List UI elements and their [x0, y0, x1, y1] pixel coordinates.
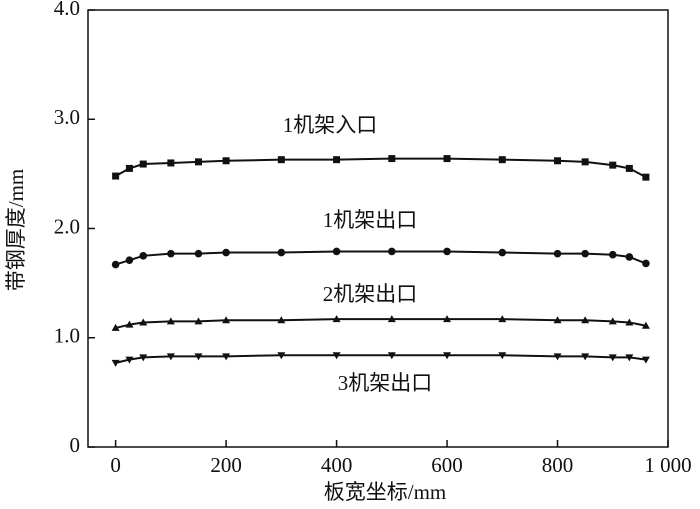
marker: [498, 352, 507, 360]
x-tick-label: 1 000: [644, 453, 691, 477]
marker: [222, 157, 230, 165]
marker: [112, 172, 120, 180]
marker: [194, 249, 203, 258]
marker: [609, 161, 617, 169]
y-tick-label: 1.0: [54, 324, 80, 348]
series-label: 3机架出口: [338, 371, 433, 395]
marker: [642, 173, 650, 181]
marker: [332, 315, 341, 323]
marker: [125, 320, 134, 328]
marker: [332, 352, 341, 360]
series-line: [115, 157, 647, 179]
series-line: [115, 250, 647, 266]
marker: [277, 248, 286, 257]
marker: [553, 249, 562, 258]
marker: [332, 247, 341, 256]
marker: [111, 323, 120, 331]
marker: [139, 318, 148, 326]
marker: [222, 316, 231, 324]
y-tick-label: 3.0: [54, 105, 80, 129]
marker: [167, 249, 175, 258]
marker: [443, 315, 452, 323]
marker: [222, 248, 230, 257]
marker: [222, 353, 231, 361]
marker: [625, 354, 634, 362]
marker: [166, 353, 175, 361]
y-tick-label: 4.0: [54, 0, 80, 20]
series-line: [115, 354, 647, 364]
marker: [443, 352, 452, 360]
marker: [277, 156, 285, 164]
marker: [111, 359, 120, 367]
y-tick-label: 0: [70, 433, 81, 457]
marker: [641, 356, 650, 364]
marker: [166, 317, 175, 325]
marker: [277, 352, 286, 360]
marker: [167, 159, 175, 167]
marker: [641, 321, 650, 329]
marker: [498, 315, 507, 323]
marker: [642, 259, 650, 268]
marker: [608, 317, 617, 325]
marker: [194, 353, 203, 361]
marker: [625, 164, 633, 172]
marker: [625, 253, 634, 261]
series-label: 1机架出口: [323, 208, 418, 232]
x-tick-label: 600: [431, 453, 463, 477]
y-axis-label: 带钢厚度/mm: [4, 169, 28, 292]
series-line: [115, 318, 647, 329]
marker: [581, 249, 589, 258]
marker: [333, 156, 341, 164]
x-tick-label: 400: [321, 453, 353, 477]
marker: [581, 353, 590, 361]
marker: [194, 158, 202, 166]
marker: [443, 247, 451, 256]
x-axis-label: 板宽坐标/mm: [324, 480, 447, 504]
marker: [608, 250, 617, 259]
marker: [277, 316, 286, 324]
marker: [553, 353, 562, 361]
marker: [443, 155, 451, 163]
x-tick-label: 0: [110, 453, 121, 477]
marker: [625, 318, 634, 326]
marker: [125, 164, 133, 172]
y-tick-label: 2.0: [54, 214, 80, 238]
marker: [111, 260, 120, 269]
marker: [139, 354, 148, 362]
marker: [387, 315, 396, 323]
marker: [139, 160, 147, 168]
marker: [581, 316, 590, 324]
marker: [553, 316, 562, 324]
marker: [139, 252, 148, 260]
series-label: 2机架出口: [323, 282, 418, 306]
marker: [388, 155, 396, 163]
x-tick-label: 800: [542, 453, 574, 477]
series-label: 1机架入口: [283, 113, 378, 137]
marker: [388, 247, 396, 256]
marker: [125, 256, 134, 264]
marker: [581, 158, 589, 166]
marker: [194, 317, 203, 325]
marker: [608, 354, 617, 362]
marker: [498, 248, 507, 257]
marker: [125, 356, 134, 364]
marker: [387, 352, 396, 360]
marker: [554, 157, 562, 165]
marker: [498, 156, 506, 164]
x-tick-label: 200: [210, 453, 242, 477]
